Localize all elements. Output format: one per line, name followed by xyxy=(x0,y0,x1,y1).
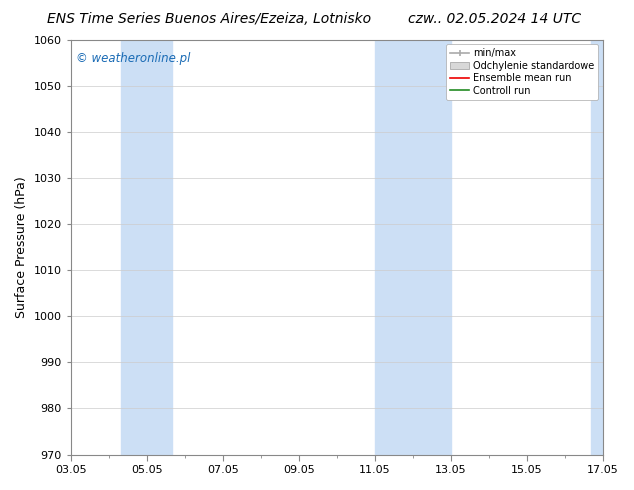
Bar xyxy=(121,40,172,455)
Y-axis label: Surface Pressure (hPa): Surface Pressure (hPa) xyxy=(15,176,28,318)
Legend: min/max, Odchylenie standardowe, Ensemble mean run, Controll run: min/max, Odchylenie standardowe, Ensembl… xyxy=(446,45,598,99)
Bar xyxy=(375,40,451,455)
Bar xyxy=(591,40,603,455)
Text: czw.. 02.05.2024 14 UTC: czw.. 02.05.2024 14 UTC xyxy=(408,12,581,26)
Text: ENS Time Series Buenos Aires/Ezeiza, Lotnisko: ENS Time Series Buenos Aires/Ezeiza, Lot… xyxy=(47,12,372,26)
Text: © weatheronline.pl: © weatheronline.pl xyxy=(76,52,190,65)
